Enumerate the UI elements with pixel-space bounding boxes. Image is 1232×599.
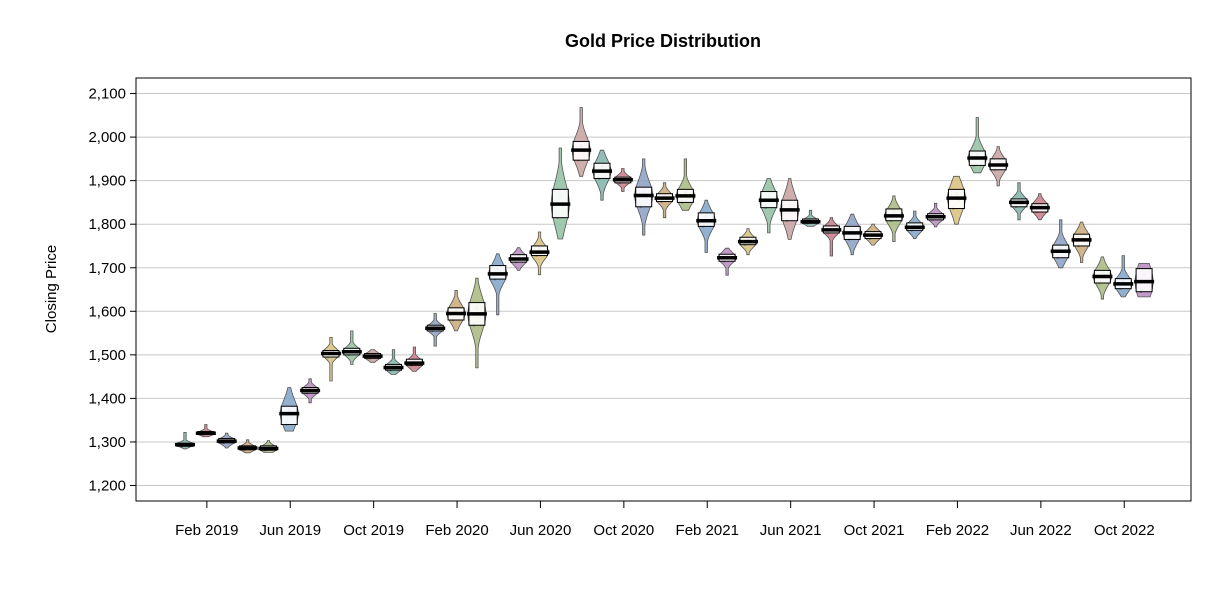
violin-nov-2022 [1134, 263, 1155, 298]
x-tick-label: Oct 2019 [343, 522, 404, 539]
violin-mar-2021 [717, 247, 738, 276]
y-tick-label: 2,000 [88, 129, 126, 146]
violin-sep-2022 [1092, 256, 1113, 300]
violin-apr-2022 [988, 146, 1009, 187]
violin-dec-2021 [904, 210, 925, 239]
violin-sep-2020 [592, 149, 612, 201]
x-tick-label: Jun 2020 [510, 522, 572, 539]
violin-oct-2020 [612, 168, 633, 192]
y-axis: 1,200 1,300 1,400 1,500 1,600 1,700 1,800 1,900… [88, 86, 136, 495]
y-tick-label: 1,300 [88, 434, 126, 451]
violin-feb-2021 [696, 199, 717, 253]
violin-nov-2020 [633, 158, 654, 236]
violin-jun-2019 [279, 387, 300, 432]
violin-jul-2020 [550, 147, 571, 240]
violin-shape [488, 253, 508, 316]
violin-jun-2020 [529, 231, 550, 276]
violin-jun-2022 [1029, 193, 1050, 221]
violin-aug-2020 [571, 107, 592, 177]
violin-mar-2020 [466, 277, 487, 369]
violin-may-2021 [758, 178, 779, 234]
violin-sep-2019 [341, 330, 362, 365]
violin-jan-2019 [175, 432, 195, 450]
y-tick-label: 1,900 [88, 173, 126, 190]
violin-shape [1051, 219, 1071, 269]
violin-feb-2019 [195, 424, 216, 438]
x-tick-label: Jun 2021 [760, 522, 822, 539]
y-tick-label: 1,400 [88, 390, 126, 407]
x-tick-label: Jun 2022 [1010, 522, 1072, 539]
violin-apr-2019 [237, 439, 258, 454]
y-tick-label: 1,800 [88, 216, 126, 233]
violin-series [175, 107, 1155, 454]
violin-apr-2021 [737, 228, 758, 256]
violin-feb-2022 [946, 175, 967, 225]
violin-mar-2022 [967, 117, 988, 174]
violin-nov-2019 [383, 349, 404, 375]
y-tick-label: 2,100 [88, 86, 126, 103]
violin-aug-2021 [821, 217, 842, 257]
x-tick-label: Feb 2020 [425, 522, 488, 539]
x-tick-label: Feb 2021 [676, 522, 739, 539]
violin-aug-2022 [1071, 221, 1092, 263]
violin-oct-2022 [1113, 255, 1134, 298]
violin-sep-2021 [842, 213, 863, 256]
violin-nov-2021 [883, 195, 904, 242]
y-tick-label: 1,500 [88, 347, 126, 364]
violin-feb-2020 [446, 290, 467, 332]
x-tick-label: Feb 2022 [926, 522, 989, 539]
violin-shape [821, 217, 841, 257]
violin-mar-2019 [216, 432, 237, 449]
plot-frame [135, 77, 1192, 502]
violin-jan-2022 [925, 202, 946, 228]
violin-jul-2019 [300, 378, 321, 404]
violin-shape [321, 337, 341, 382]
violin-jul-2022 [1050, 219, 1071, 269]
y-tick-label: 1,600 [88, 303, 126, 320]
y-axis-label: Closing Price [43, 245, 60, 333]
y-tick-label: 1,700 [88, 260, 126, 277]
violin-may-2020 [508, 247, 529, 271]
x-tick-label: Jun 2019 [259, 522, 321, 539]
violin-may-2022 [1009, 182, 1029, 221]
violin-oct-2019 [362, 349, 383, 363]
y-tick-label: 1,200 [88, 478, 126, 495]
x-tick-label: Oct 2021 [844, 522, 905, 539]
x-axis: Feb 2019 Jun 2019 Oct 2019 Feb 2020 Jun 2020… [175, 501, 1155, 539]
violin-dec-2020 [654, 182, 675, 219]
x-tick-label: Feb 2019 [175, 522, 238, 539]
violin-jun-2021 [779, 178, 800, 240]
violin-jan-2021 [675, 158, 696, 211]
violin-may-2019 [258, 440, 279, 453]
violin-jul-2021 [800, 209, 821, 227]
violin-oct-2021 [863, 223, 884, 246]
violin-shape [1113, 255, 1133, 298]
violin-apr-2020 [487, 253, 508, 316]
violin-aug-2019 [320, 337, 341, 382]
chart-title: Gold Price Distribution [565, 31, 761, 51]
violin-jan-2020 [425, 313, 446, 347]
x-tick-label: Oct 2020 [593, 522, 654, 539]
violin-shape [384, 349, 403, 375]
x-tick-label: Oct 2022 [1094, 522, 1155, 539]
violin-dec-2019 [404, 346, 425, 372]
violin-shape [801, 209, 820, 227]
violin-shape [342, 330, 362, 365]
